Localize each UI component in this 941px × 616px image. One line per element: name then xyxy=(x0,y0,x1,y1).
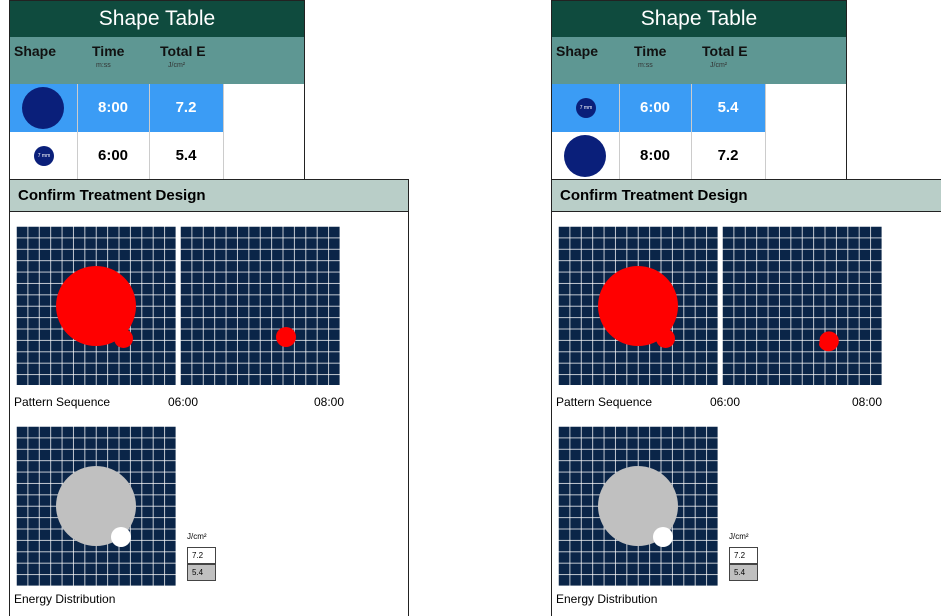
shape-table-header: Shape Time m:ss Total E J/cm² xyxy=(552,37,846,84)
energy-legend: J/cm² 7.2 5.4 xyxy=(729,532,761,587)
legend-value-high: 7.2 xyxy=(187,547,216,564)
time-label-2: 08:00 xyxy=(314,395,345,409)
energy-cell: 7.2 xyxy=(717,147,739,164)
pattern-sequence-label: Pattern Sequence xyxy=(14,395,111,409)
shape-cell: 7 mm xyxy=(10,132,77,179)
header-time-unit: m:ss xyxy=(96,62,111,69)
pattern-sequence-label: Pattern Sequence xyxy=(556,395,653,409)
confirm-treatment-design: Confirm Treatment Design Pattern Sequenc… xyxy=(9,179,409,616)
time-cell: 6:00 xyxy=(619,84,691,132)
shape-table-header: Shape Time m:ss Total E J/cm² xyxy=(10,37,304,84)
header-time: Time xyxy=(634,43,667,59)
confirm-title: Confirm Treatment Design xyxy=(10,180,408,212)
time-label-2: 08:00 xyxy=(852,395,883,409)
column-divider xyxy=(77,84,78,179)
header-time-unit: m:ss xyxy=(638,62,653,69)
shape-cell xyxy=(10,84,77,132)
table-row[interactable]: 8:00 7.2 xyxy=(10,84,304,132)
confirm-title: Confirm Treatment Design xyxy=(552,180,941,212)
pattern-spot-small xyxy=(656,329,675,348)
empty-cell xyxy=(223,132,304,179)
header-total-e: Total E xyxy=(702,43,748,59)
pattern-grid-2 xyxy=(180,226,340,385)
energy-grid xyxy=(16,426,176,586)
shape-table: Shape Table Shape Time m:ss Total E J/cm… xyxy=(9,0,305,180)
empty-cell xyxy=(223,84,304,132)
table-row[interactable]: 8:00 7.2 xyxy=(552,132,846,179)
pattern-spot-small xyxy=(114,329,133,348)
pattern-grid-1 xyxy=(16,226,176,385)
energy-spot-small xyxy=(653,527,673,547)
small-circle-icon: 7 mm xyxy=(34,146,54,166)
legend-value-low: 5.4 xyxy=(187,564,216,581)
header-shape: Shape xyxy=(14,43,57,59)
legend-value-low: 5.4 xyxy=(729,564,758,581)
energy-legend: J/cm² 7.2 5.4 xyxy=(187,532,219,587)
time-cell: 6:00 xyxy=(97,147,129,164)
table-row[interactable]: 7 mm 6:00 5.4 xyxy=(552,84,846,132)
energy-cell: 5.4 xyxy=(691,84,765,132)
header-shape: Shape xyxy=(556,43,599,59)
header-total-e: Total E xyxy=(160,43,206,59)
column-divider xyxy=(149,84,150,179)
header-total-e-unit: J/cm² xyxy=(710,62,728,69)
energy-cell: 5.4 xyxy=(175,147,197,164)
time-cell: 8:00 xyxy=(77,84,149,132)
large-circle-icon xyxy=(22,87,64,129)
empty-cell xyxy=(765,84,846,132)
pattern-spot-partial xyxy=(819,331,839,352)
table-row[interactable]: 7 mm 6:00 5.4 xyxy=(10,132,304,179)
pattern-grid-2 xyxy=(722,226,882,385)
energy-cell: 7.2 xyxy=(149,84,223,132)
shape-table-title: Shape Table xyxy=(10,1,304,37)
shape-table: Shape Table Shape Time m:ss Total E J/cm… xyxy=(551,0,847,180)
shape-cell xyxy=(552,132,619,179)
column-divider xyxy=(691,84,692,179)
shape-cell: 7 mm xyxy=(552,84,619,132)
legend-value-high: 7.2 xyxy=(729,547,758,564)
confirm-treatment-design: Confirm Treatment Design Pattern Sequenc… xyxy=(551,179,941,616)
column-divider xyxy=(619,84,620,179)
pattern-grid-1 xyxy=(558,226,718,385)
shape-table-title: Shape Table xyxy=(552,1,846,37)
energy-distribution-label: Energy Distribution xyxy=(556,592,658,606)
energy-grid xyxy=(558,426,718,586)
pattern-spot-small xyxy=(276,327,296,347)
left-panel: Shape Table Shape Time m:ss Total E J/cm… xyxy=(9,0,409,616)
small-circle-icon: 7 mm xyxy=(576,98,596,118)
energy-distribution-label: Energy Distribution xyxy=(14,592,116,606)
time-cell: 8:00 xyxy=(639,147,671,164)
header-total-e-unit: J/cm² xyxy=(168,62,186,69)
large-circle-icon xyxy=(564,135,606,177)
header-time: Time xyxy=(92,43,125,59)
legend-unit: J/cm² xyxy=(187,532,207,541)
shape-size-label: 7 mm xyxy=(579,105,593,111)
time-label-1: 06:00 xyxy=(710,395,741,409)
right-panel: Shape Table Shape Time m:ss Total E J/cm… xyxy=(551,0,941,616)
time-label-1: 06:00 xyxy=(168,395,199,409)
legend-unit: J/cm² xyxy=(729,532,749,541)
shape-size-label: 7 mm xyxy=(37,153,51,159)
energy-spot-small xyxy=(111,527,131,547)
empty-cell xyxy=(765,132,846,179)
